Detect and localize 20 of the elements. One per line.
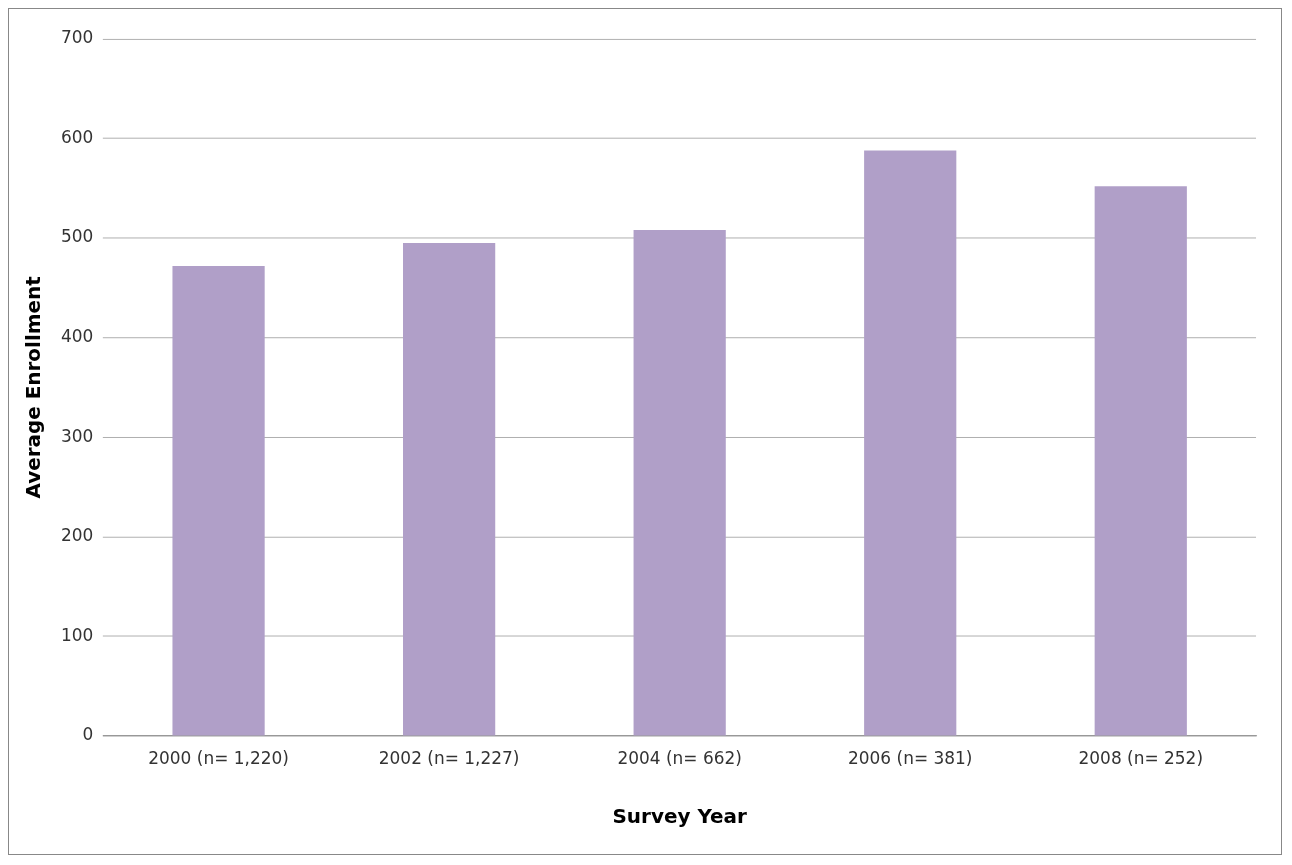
x-tick-label: 2008 (n= 252) bbox=[1078, 748, 1204, 769]
x-tick-label: 2004 (n= 662) bbox=[617, 748, 742, 769]
bar bbox=[633, 230, 726, 736]
bar bbox=[864, 150, 957, 736]
y-tick-label: 200 bbox=[60, 525, 94, 546]
y-tick-label: 0 bbox=[82, 724, 94, 745]
bar bbox=[172, 265, 265, 736]
y-tick-label: 300 bbox=[60, 425, 94, 446]
y-tick-label: 400 bbox=[60, 326, 94, 347]
y-tick-label: 600 bbox=[60, 126, 94, 147]
x-tick-label: 2006 (n= 381) bbox=[847, 748, 973, 769]
y-axis-title: Average Enrollment bbox=[21, 275, 46, 499]
bar bbox=[1094, 186, 1187, 736]
y-tick-label: 700 bbox=[60, 27, 94, 48]
x-tick-label: 2000 (n= 1,220) bbox=[148, 748, 289, 769]
bar bbox=[403, 243, 496, 736]
y-tick-label: 100 bbox=[60, 624, 94, 645]
x-tick-label: 2002 (n= 1,227) bbox=[378, 748, 520, 769]
y-tick-label: 500 bbox=[60, 226, 94, 247]
x-axis-title: Survey Year bbox=[612, 804, 748, 829]
